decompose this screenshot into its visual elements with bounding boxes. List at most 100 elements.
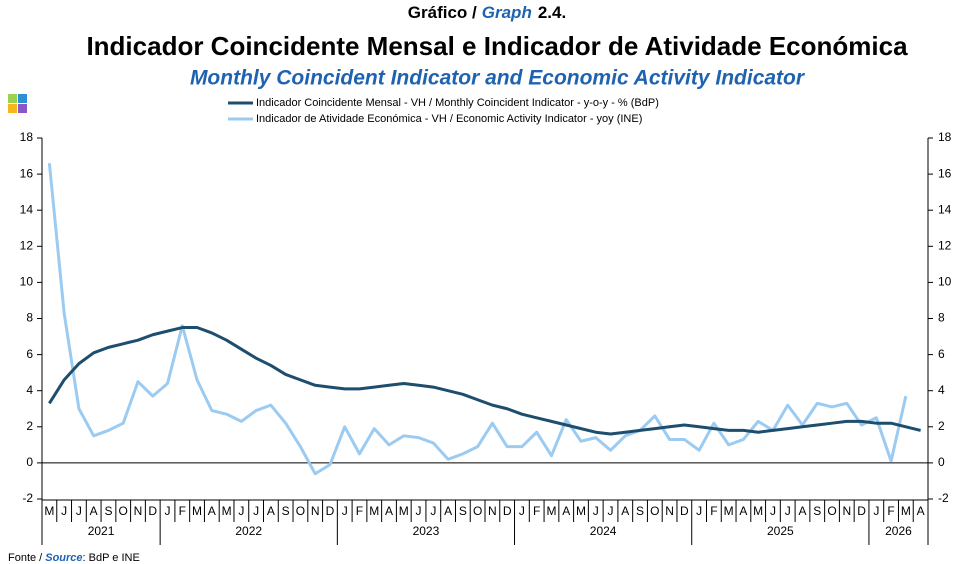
x-tick-label: J	[416, 504, 422, 518]
x-tick-label: M	[576, 504, 586, 518]
chart-subtitle: Monthly Coincident Indicator and Economi…	[190, 67, 806, 90]
logo	[8, 94, 27, 113]
year-label: 2024	[590, 524, 617, 538]
x-tick-label: N	[842, 504, 851, 518]
x-tick-label: M	[44, 504, 54, 518]
x-tick-label: S	[813, 504, 821, 518]
x-tick-label: J	[253, 504, 259, 518]
x-tick-label: A	[444, 504, 452, 518]
chart-title: Indicador Coincidente Mensal e Indicador…	[86, 31, 908, 61]
y-tick-label: 2	[26, 419, 33, 433]
y2-tick-label: -2	[938, 491, 949, 505]
year-label: 2022	[235, 524, 262, 538]
source-label-en: Source	[45, 552, 82, 564]
x-tick-label: N	[134, 504, 143, 518]
year-label: 2026	[885, 524, 912, 538]
x-tick-label: A	[798, 504, 806, 518]
x-tick-label: O	[119, 504, 128, 518]
x-tick-label: F	[533, 504, 540, 518]
x-tick-label: M	[753, 504, 763, 518]
x-tick-label: J	[165, 504, 171, 518]
y2-tick-label: 14	[938, 202, 952, 216]
series-line	[48, 326, 921, 436]
x-tick-label: D	[680, 504, 689, 518]
y-tick-label: 6	[26, 347, 33, 361]
x-tick-label: O	[827, 504, 836, 518]
x-tick-label: J	[519, 504, 525, 518]
y-tick-label: 0	[26, 455, 33, 469]
x-tick-label: A	[917, 504, 925, 518]
x-tick-label: D	[148, 504, 157, 518]
y2-tick-label: 10	[938, 275, 952, 289]
x-tick-label: F	[356, 504, 363, 518]
x-tick-label: J	[770, 504, 776, 518]
x-tick-label: J	[342, 504, 348, 518]
x-tick-label: A	[562, 504, 570, 518]
x-tick-label: O	[650, 504, 659, 518]
graph-label-line: Gráfico / Graph 2.4.	[408, 3, 566, 22]
x-tick-label: A	[267, 504, 275, 518]
y2-tick-label: 18	[938, 130, 952, 144]
x-tick-label: S	[104, 504, 112, 518]
x-tick-label: A	[739, 504, 747, 518]
y2-tick-label: 0	[938, 455, 945, 469]
x-tick-label: N	[488, 504, 497, 518]
y-tick-label: 18	[20, 130, 34, 144]
x-tick-label: S	[282, 504, 290, 518]
x-tick-label: J	[593, 504, 599, 518]
y-tick-label: 16	[20, 166, 34, 180]
x-tick-label: O	[296, 504, 305, 518]
source-text: : BdP e INE	[83, 552, 140, 564]
source-note: Fonte / Source: BdP e INE	[8, 552, 140, 564]
y-tick-label: 4	[26, 383, 33, 397]
legend-label: Indicador de Atividade Económica - VH / …	[256, 113, 642, 125]
x-tick-label: J	[785, 504, 791, 518]
x-tick-label: M	[192, 504, 202, 518]
x-tick-label: F	[710, 504, 717, 518]
x-tick-label: O	[473, 504, 482, 518]
x-tick-label: S	[459, 504, 467, 518]
year-label: 2021	[88, 524, 115, 538]
x-tick-label: M	[901, 504, 911, 518]
legend-label: Indicador Coincidente Mensal - VH / Mont…	[256, 97, 659, 109]
x-tick-label: F	[179, 504, 186, 518]
source-label: Fonte /	[8, 552, 43, 564]
x-tick-label: D	[503, 504, 512, 518]
x-tick-label: F	[887, 504, 894, 518]
y-tick-label: 12	[20, 238, 34, 252]
x-tick-label: J	[61, 504, 67, 518]
x-tick-label: J	[696, 504, 702, 518]
x-tick-label: D	[857, 504, 866, 518]
x-tick-label: N	[311, 504, 320, 518]
x-tick-label: J	[238, 504, 244, 518]
x-tick-label: M	[546, 504, 556, 518]
y2-tick-label: 4	[938, 383, 945, 397]
x-tick-label: M	[369, 504, 379, 518]
x-tick-label: A	[385, 504, 393, 518]
y-tick-label: -2	[22, 491, 33, 505]
y-tick-label: 14	[20, 202, 34, 216]
graph-label-en: Graph	[482, 3, 532, 22]
x-tick-label: D	[326, 504, 335, 518]
year-label: 2023	[413, 524, 440, 538]
series-line	[47, 163, 908, 476]
graph-label: Gráfico /	[408, 3, 477, 22]
y2-tick-label: 12	[938, 238, 952, 252]
x-tick-label: S	[636, 504, 644, 518]
x-tick-label: M	[724, 504, 734, 518]
y2-tick-label: 8	[938, 311, 945, 325]
x-tick-label: M	[222, 504, 232, 518]
y2-tick-label: 2	[938, 419, 945, 433]
x-tick-label: A	[90, 504, 98, 518]
y-tick-label: 10	[20, 275, 34, 289]
year-label: 2025	[767, 524, 794, 538]
x-tick-label: J	[430, 504, 436, 518]
x-tick-label: J	[608, 504, 614, 518]
x-tick-label: J	[76, 504, 82, 518]
x-tick-label: J	[873, 504, 879, 518]
y2-tick-label: 16	[938, 166, 952, 180]
y2-tick-label: 6	[938, 347, 945, 361]
x-tick-label: N	[665, 504, 674, 518]
graph-number: 2.4.	[538, 3, 566, 22]
